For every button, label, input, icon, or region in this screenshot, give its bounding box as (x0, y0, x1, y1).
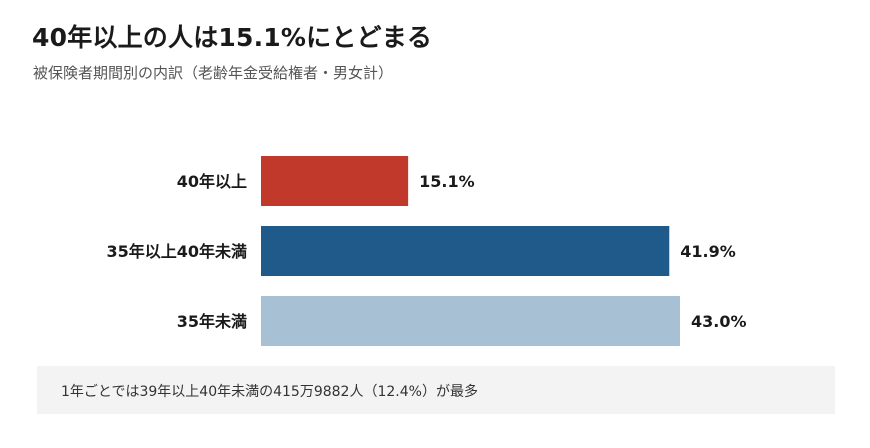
bar (261, 226, 670, 276)
bar-chart: 40年以上 15.1% 35年以上40年未満 41.9% 35年未満 43.0% (106, 156, 747, 346)
bar (261, 296, 680, 346)
bar-value-label: 43.0% (691, 312, 747, 331)
chart-subtitle: 被保険者期間別の内訳（老齢年金受給権者・男女計） (33, 64, 394, 82)
bar-value-label: 41.9% (680, 242, 736, 261)
category-label: 40年以上 (177, 172, 247, 191)
note-box: 1年ごとでは39年以上40年未満の415万9882人（12.4%）が最多 (37, 366, 835, 414)
category-label: 35年以上40年未満 (106, 242, 247, 261)
bar (261, 156, 409, 206)
bar-value-label: 15.1% (419, 172, 475, 191)
note-text: 1年ごとでは39年以上40年未満の415万9882人（12.4%）が最多 (61, 384, 478, 400)
chart-title: 40年以上の人は15.1%にとどまる (32, 23, 433, 52)
category-label: 35年未満 (177, 312, 247, 331)
